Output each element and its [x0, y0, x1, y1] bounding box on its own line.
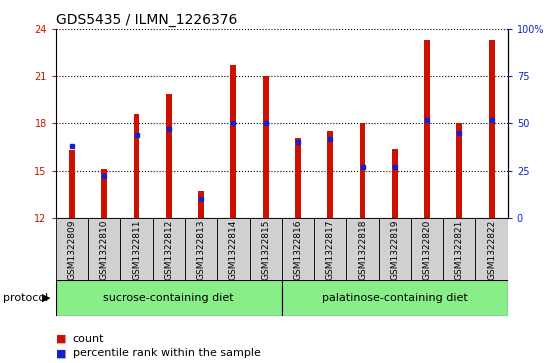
Text: ■: ■ — [56, 348, 66, 359]
Bar — [359, 123, 365, 218]
Bar — [185, 218, 217, 280]
Bar — [328, 131, 333, 218]
Bar — [88, 218, 121, 280]
Bar — [230, 65, 236, 218]
Text: GSM1322813: GSM1322813 — [196, 220, 205, 280]
Bar — [424, 40, 430, 218]
Bar — [263, 76, 268, 218]
Bar — [249, 218, 282, 280]
Text: GSM1322816: GSM1322816 — [294, 220, 302, 280]
Bar — [133, 114, 140, 218]
Text: count: count — [73, 334, 104, 344]
Bar — [102, 169, 107, 218]
Bar — [475, 218, 508, 280]
Text: GSM1322818: GSM1322818 — [358, 220, 367, 280]
Text: GSM1322821: GSM1322821 — [455, 220, 464, 280]
Text: GSM1322810: GSM1322810 — [100, 220, 109, 280]
Bar — [153, 218, 185, 280]
Bar — [166, 94, 172, 218]
Bar — [347, 218, 379, 280]
Text: GSM1322811: GSM1322811 — [132, 220, 141, 280]
Text: sucrose-containing diet: sucrose-containing diet — [103, 293, 234, 303]
Bar — [56, 218, 88, 280]
Bar — [443, 218, 475, 280]
Text: GDS5435 / ILMN_1226376: GDS5435 / ILMN_1226376 — [56, 13, 237, 26]
Bar — [392, 148, 398, 218]
Bar — [295, 138, 301, 218]
Text: GSM1322809: GSM1322809 — [68, 220, 76, 280]
Bar — [56, 280, 282, 316]
Text: GSM1322820: GSM1322820 — [422, 220, 431, 280]
Text: GSM1322815: GSM1322815 — [261, 220, 270, 280]
Text: GSM1322814: GSM1322814 — [229, 220, 238, 280]
Text: GSM1322822: GSM1322822 — [487, 220, 496, 280]
Bar — [121, 218, 153, 280]
Bar — [282, 218, 314, 280]
Bar — [217, 218, 249, 280]
Bar — [489, 40, 494, 218]
Bar — [379, 218, 411, 280]
Bar — [282, 280, 508, 316]
Bar — [411, 218, 443, 280]
Text: GSM1322819: GSM1322819 — [390, 220, 400, 280]
Bar — [198, 191, 204, 218]
Bar — [69, 150, 75, 218]
Bar — [456, 123, 462, 218]
Text: ▶: ▶ — [42, 293, 51, 303]
Text: GSM1322812: GSM1322812 — [164, 220, 174, 280]
Text: protocol: protocol — [3, 293, 48, 303]
Text: GSM1322817: GSM1322817 — [326, 220, 335, 280]
Bar — [314, 218, 347, 280]
Text: percentile rank within the sample: percentile rank within the sample — [73, 348, 261, 359]
Text: palatinose-containing diet: palatinose-containing diet — [322, 293, 468, 303]
Text: ■: ■ — [56, 334, 66, 344]
